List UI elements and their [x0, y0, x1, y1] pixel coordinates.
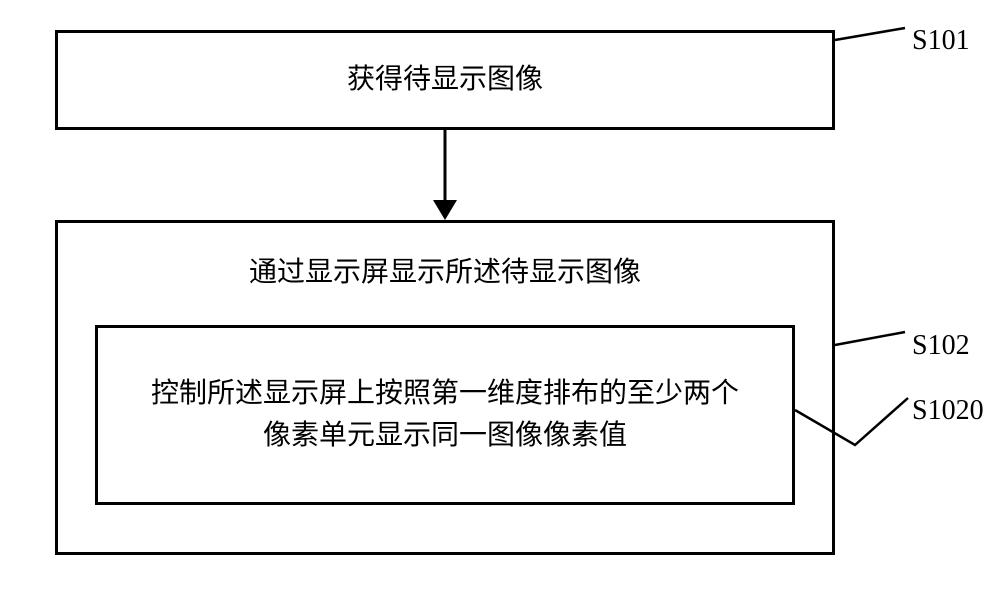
step-label-s1020: S1020 — [912, 395, 984, 427]
callout-line-s1020 — [0, 0, 1000, 610]
